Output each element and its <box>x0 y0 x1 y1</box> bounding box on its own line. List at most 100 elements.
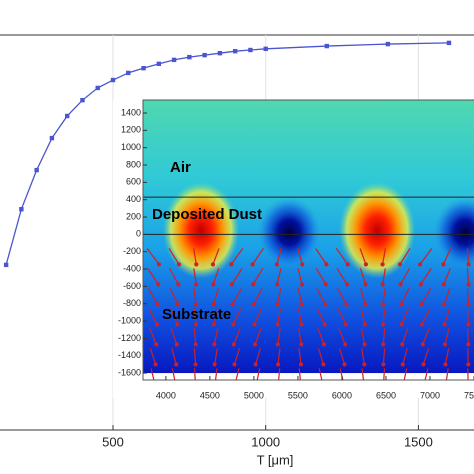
y-tick-label: -1600 <box>118 367 141 377</box>
marker <box>324 43 329 49</box>
marker <box>202 52 207 58</box>
arrow-head <box>442 302 447 307</box>
arrow <box>338 328 346 345</box>
marker <box>80 97 85 103</box>
arrow-head <box>253 362 258 367</box>
x-tick-label: 5500 <box>288 390 308 400</box>
arrow-head <box>466 362 471 367</box>
arrow-head <box>363 302 368 307</box>
arrow <box>276 248 282 265</box>
arrow-head <box>466 322 471 327</box>
arrow-head <box>154 322 160 327</box>
arrow <box>255 348 261 365</box>
arrow <box>278 368 281 380</box>
arrow <box>466 268 470 285</box>
arrow-head <box>466 302 471 307</box>
y-tick-label: -1400 <box>118 350 141 360</box>
marker <box>156 61 162 67</box>
arrow <box>233 328 241 345</box>
arrow <box>277 328 281 345</box>
arrow <box>235 368 240 380</box>
arrow <box>360 328 366 345</box>
arrow-head <box>155 302 160 307</box>
arrow-head <box>176 282 181 287</box>
arrow <box>146 248 160 265</box>
arrow-head <box>212 362 217 367</box>
arrow-head <box>153 362 158 367</box>
arrow-head <box>175 302 180 307</box>
arrow <box>382 348 386 365</box>
arrow <box>316 288 326 305</box>
arrow-head <box>441 262 446 267</box>
arrow <box>315 248 327 265</box>
arrow-head <box>211 302 216 307</box>
y-tick-label: -1200 <box>118 333 141 343</box>
inset-frame <box>142 99 474 381</box>
marker <box>49 135 55 141</box>
arrow <box>467 328 469 345</box>
arrow <box>297 288 303 305</box>
arrow <box>444 328 450 345</box>
arrow <box>466 248 470 265</box>
arrow-head <box>323 302 328 307</box>
arrow <box>419 248 433 265</box>
y-tick-label: 1000 <box>121 142 141 152</box>
x-tick-label: 7500 <box>464 390 474 400</box>
arrow-head <box>380 282 385 287</box>
arrow <box>193 268 197 285</box>
arrow <box>193 348 197 365</box>
arrow-head <box>156 262 162 267</box>
arrow <box>318 368 323 380</box>
arrow-head <box>211 322 217 327</box>
y-tick-label: 0 <box>136 229 141 239</box>
arrow <box>149 348 157 365</box>
x-tick-label: 5000 <box>244 390 264 400</box>
x-tick-label: 4500 <box>200 390 220 400</box>
arrow-head <box>420 342 425 347</box>
x-tick-label: 1000 <box>251 434 280 449</box>
arrow <box>170 308 178 325</box>
arrow <box>360 308 366 325</box>
arrow <box>443 288 451 305</box>
arrow <box>359 248 367 265</box>
arrow-head <box>194 282 199 287</box>
arrow-head <box>362 342 367 347</box>
arrow <box>466 288 470 305</box>
arrow-head <box>230 302 235 307</box>
arrow-head <box>418 282 423 287</box>
y-tick-label: 400 <box>126 194 141 204</box>
annotation: Substrate <box>162 306 231 323</box>
arrow <box>382 288 386 305</box>
arrow <box>149 328 157 345</box>
plot-frame <box>0 34 474 431</box>
arrow <box>256 368 261 380</box>
cold-spot <box>257 196 322 269</box>
arrow <box>148 308 158 325</box>
arrow <box>315 268 327 285</box>
arrow-head <box>344 302 349 307</box>
y-tick-label: -800 <box>123 298 141 308</box>
arrow-head <box>343 322 348 327</box>
arrow-head <box>275 322 280 327</box>
arrow <box>298 328 302 345</box>
arrow-head <box>174 342 179 347</box>
arrow-head <box>381 362 386 367</box>
arrow-head <box>299 282 305 287</box>
arrow-head <box>300 262 305 267</box>
y-tick-label: 600 <box>126 177 141 187</box>
arrow-head <box>400 362 405 367</box>
arrow-head <box>342 362 347 367</box>
arrow <box>400 288 410 305</box>
arrow <box>214 348 218 365</box>
arrow-head <box>231 322 236 327</box>
marker <box>217 50 223 56</box>
arrow <box>443 268 451 285</box>
arrow-head <box>252 342 258 347</box>
arrow <box>444 308 450 325</box>
marker <box>141 65 146 71</box>
hot-spot <box>163 182 240 279</box>
arrow <box>383 368 386 380</box>
arrow <box>382 268 386 285</box>
arrow-head <box>175 322 180 327</box>
